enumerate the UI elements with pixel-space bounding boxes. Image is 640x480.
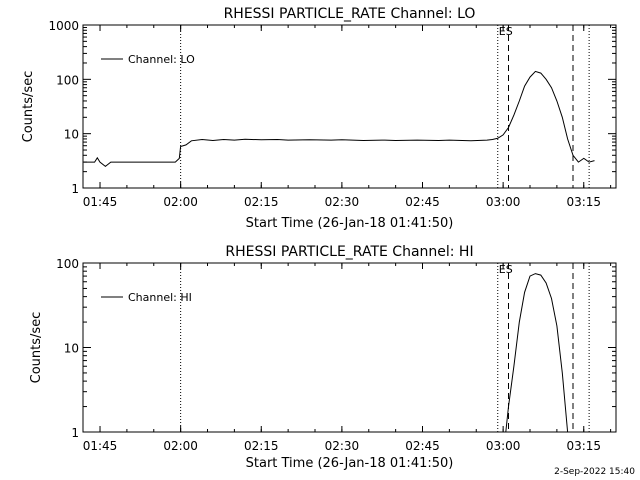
- series-line-channel-lo: [83, 70, 595, 168]
- y-tick-label: 100: [56, 73, 79, 87]
- legend-label: Channel: LO: [128, 53, 195, 66]
- x-axis-label: Start Time (26-Jan-18 01:41:50): [246, 216, 454, 231]
- x-tick-label: 03:00: [486, 439, 521, 453]
- es-marker-label: ES: [499, 25, 513, 38]
- x-tick-label: 03:15: [566, 439, 601, 453]
- x-tick-label: 01:45: [83, 439, 118, 453]
- panel-lo-channel: RHESSI PARTICLE_RATE Channel: LO 01:45 02:…: [21, 6, 617, 231]
- y-tick-label: 10: [64, 128, 79, 142]
- x-tick-label: 02:45: [405, 439, 440, 453]
- y-axis-label: Counts/sec: [29, 312, 44, 384]
- x-tick-label: 02:15: [244, 195, 279, 209]
- panel-hi-channel: RHESSI PARTICLE_RATE Channel: HI 01:45 02:…: [29, 244, 617, 471]
- x-tick-label: 02:30: [325, 195, 360, 209]
- y-tick-label: 1: [71, 426, 79, 440]
- legend-label: Channel: HI: [128, 291, 192, 304]
- chart-title: RHESSI PARTICLE_RATE Channel: HI: [225, 244, 473, 260]
- y-axis-label: Counts/sec: [21, 71, 36, 143]
- y-tick-label: 1000: [48, 19, 79, 33]
- series-line-channel-hi: [505, 273, 569, 433]
- x-axis-label: Start Time (26-Jan-18 01:41:50): [246, 456, 454, 471]
- x-tick-label: 02:00: [163, 195, 198, 209]
- x-tick-label: 03:15: [566, 195, 601, 209]
- y-tick-label: 10: [64, 342, 79, 356]
- x-tick-label: 02:15: [244, 439, 279, 453]
- plot-frame: [82, 24, 617, 189]
- es-marker-label: ES: [499, 263, 513, 276]
- chart-title: RHESSI PARTICLE_RATE Channel: LO: [224, 6, 476, 22]
- x-tick-label: 02:45: [405, 195, 440, 209]
- x-tick-label: 02:30: [325, 439, 360, 453]
- x-tick-label: 02:00: [163, 439, 198, 453]
- plot-frame: [82, 262, 617, 433]
- footer-timestamp: 2-Sep-2022 15:40: [554, 467, 635, 477]
- x-tick-label: 03:00: [486, 195, 521, 209]
- x-tick-label: 01:45: [83, 195, 118, 209]
- y-tick-label: 1: [71, 182, 79, 196]
- y-tick-label: 100: [56, 257, 79, 271]
